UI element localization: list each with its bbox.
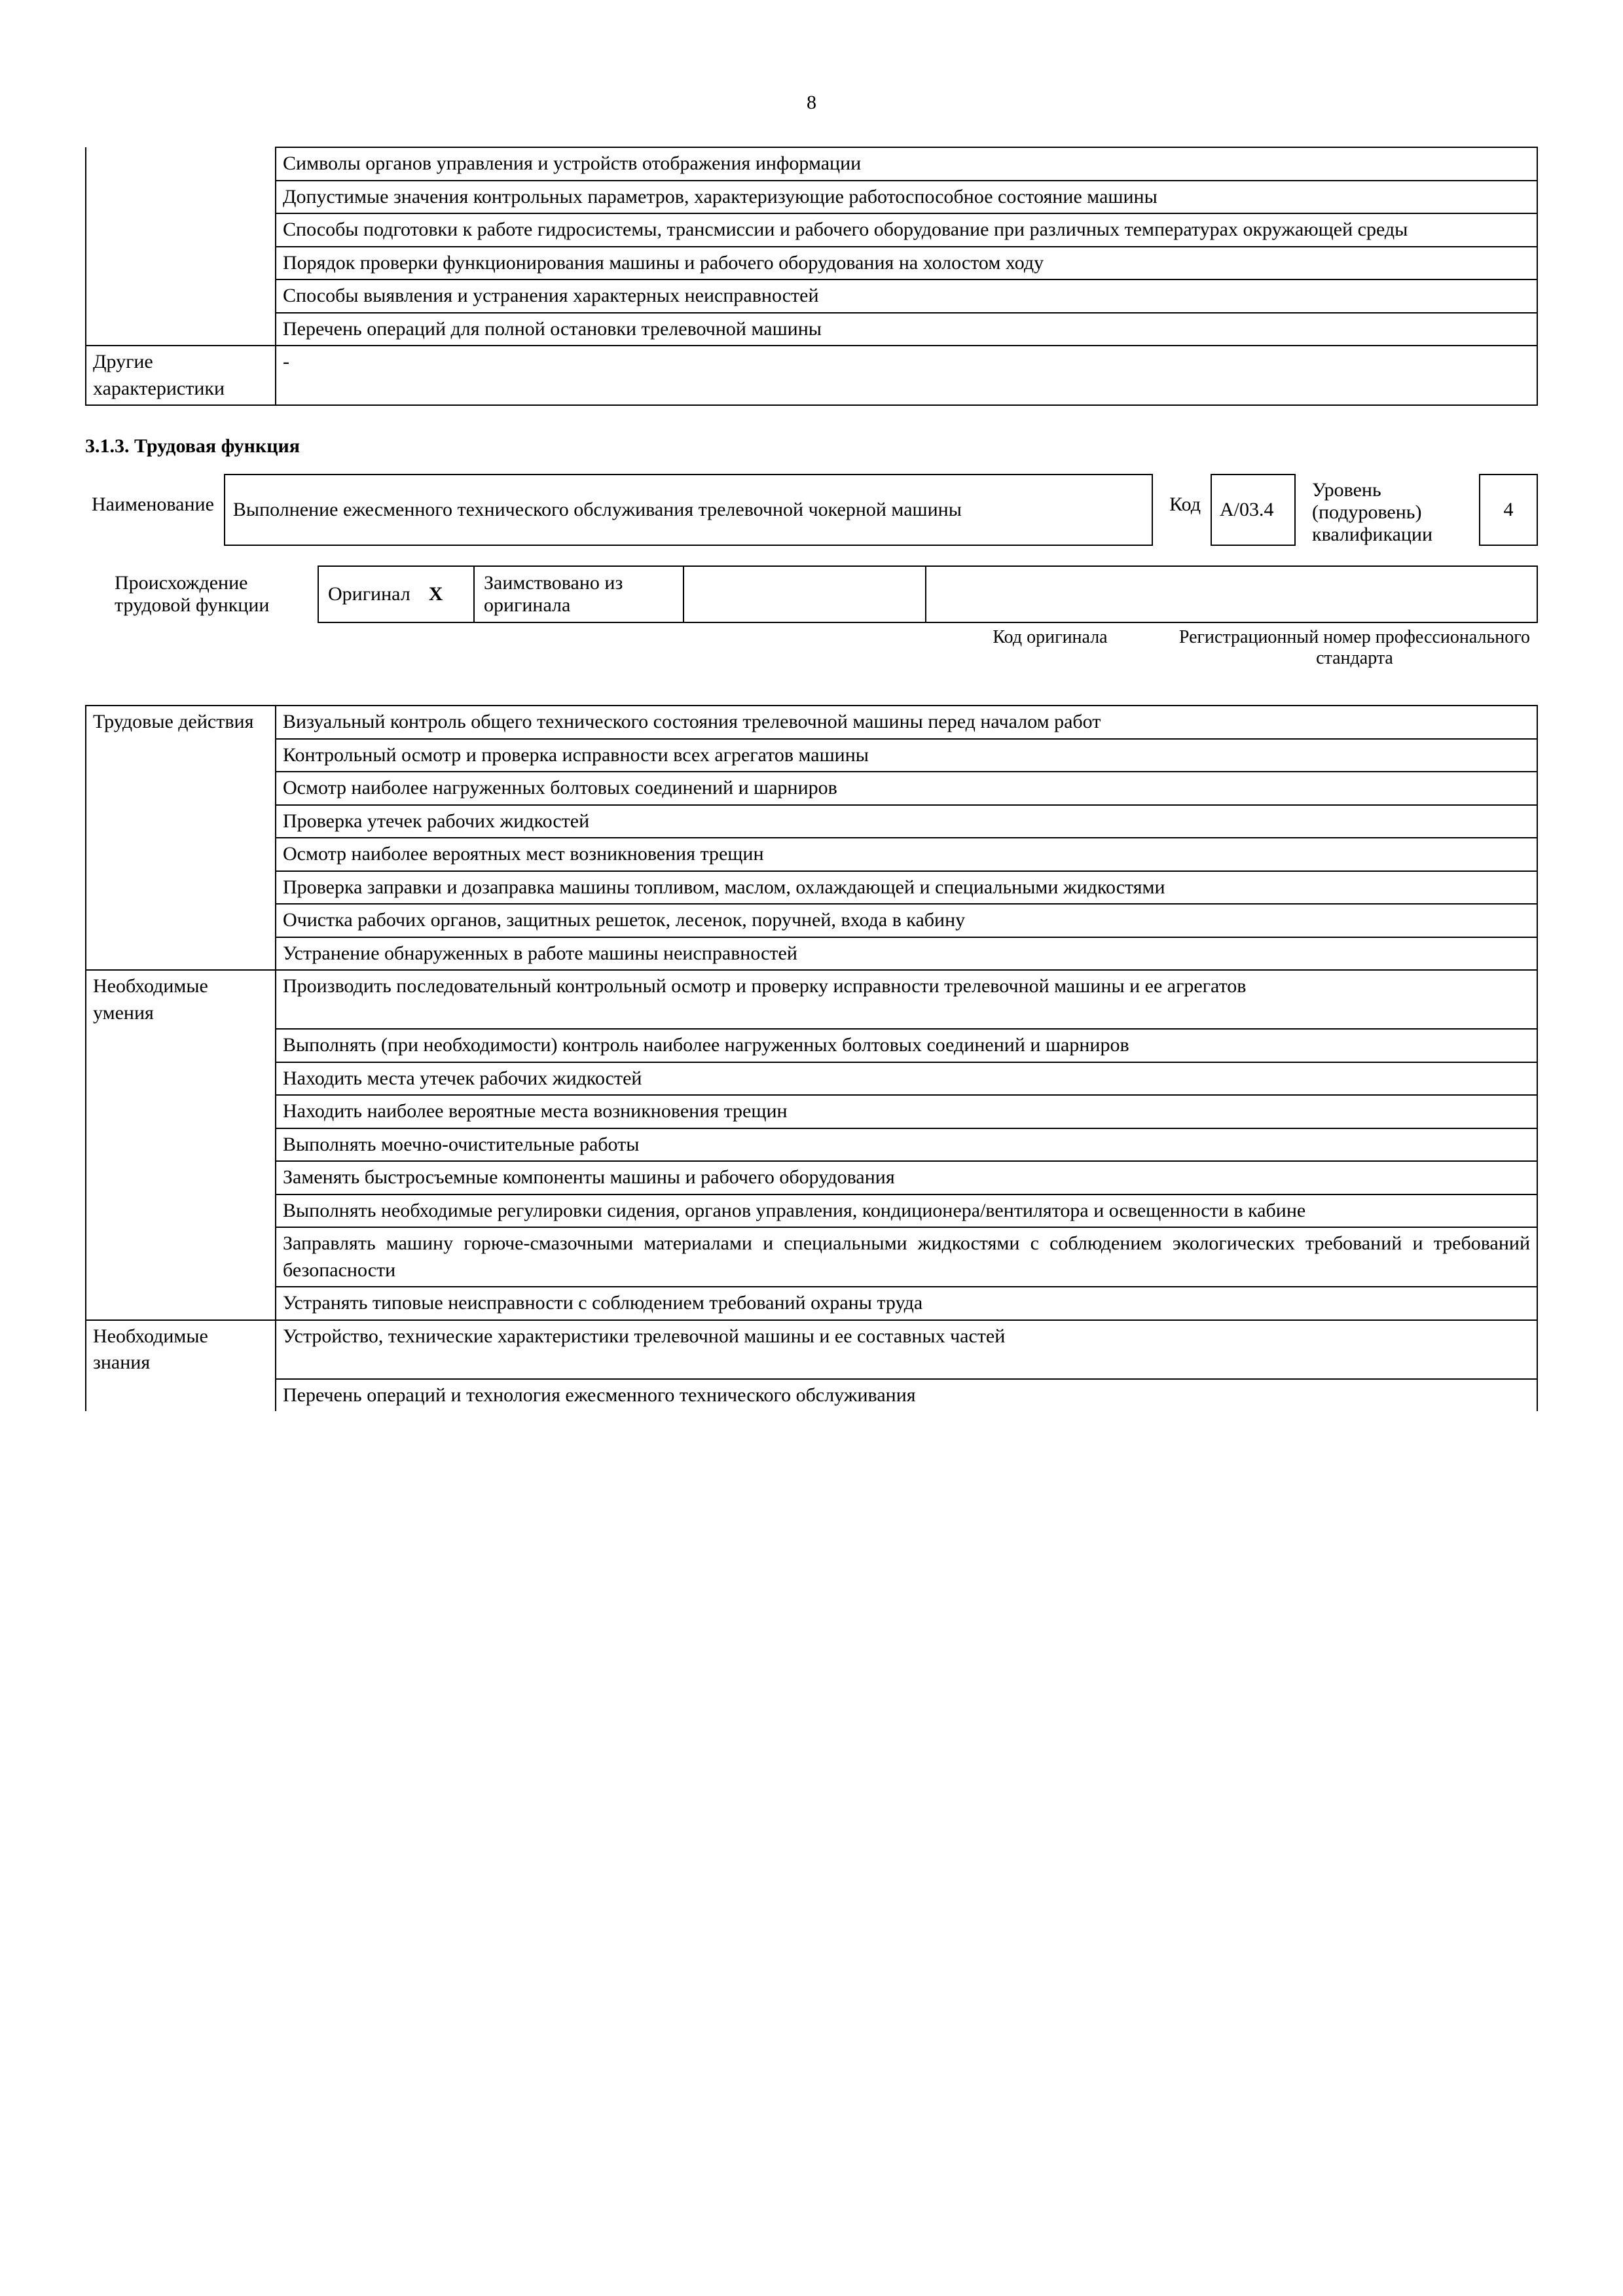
borrowed-cell: Заимствовано из оригинала bbox=[475, 565, 684, 623]
top-row-text: Перечень операций для полной остановки т… bbox=[276, 313, 1537, 346]
top-left-blank bbox=[86, 213, 276, 247]
top-row-text: Допустимые значения контрольных параметр… bbox=[276, 181, 1537, 214]
section-label-cell bbox=[86, 805, 276, 838]
section-label-cell bbox=[86, 1379, 276, 1412]
section-label-cell bbox=[86, 871, 276, 905]
top-left-blank bbox=[86, 279, 276, 313]
section-label-cell bbox=[86, 739, 276, 772]
section-label-cell bbox=[86, 1227, 276, 1287]
section-label-cell bbox=[86, 1062, 276, 1096]
level-value: 4 bbox=[1504, 499, 1514, 521]
section-label-cell: Трудовые действия bbox=[86, 706, 276, 739]
table-row-text: Устранять типовые неисправности с соблюд… bbox=[276, 1287, 1537, 1320]
table-row-text: Очистка рабочих органов, защитных решето… bbox=[276, 904, 1537, 937]
function-header-row: Наименование Выполнение ежесменного техн… bbox=[85, 474, 1538, 546]
top-table: Символы органов управления и устройств о… bbox=[85, 147, 1538, 406]
table-row-text: Проверка заправки и дозаправка машины то… bbox=[276, 871, 1537, 905]
table-row-text: Визуальный контроль общего технического … bbox=[276, 706, 1537, 739]
section-label-cell bbox=[86, 904, 276, 937]
name-value-box: Выполнение ежесменного технического обсл… bbox=[224, 474, 1153, 546]
origin-reg-cell bbox=[926, 565, 1538, 623]
section-label-cell bbox=[86, 1161, 276, 1194]
caption-code: Код оригинала bbox=[929, 627, 1171, 669]
original-label: Оригинал bbox=[328, 583, 410, 605]
top-row-text: Способы выявления и устранения характерн… bbox=[276, 279, 1537, 313]
code-label: Код bbox=[1163, 474, 1201, 546]
section-label-cell bbox=[86, 1029, 276, 1062]
other-characteristics-value: - bbox=[276, 346, 1537, 405]
table-row-text: Устройство, технические характеристики т… bbox=[276, 1320, 1537, 1379]
table-row-text: Заменять быстросъемные компоненты машины… bbox=[276, 1161, 1537, 1194]
top-left-blank bbox=[86, 147, 276, 181]
table-row-text: Находить места утечек рабочих жидкостей bbox=[276, 1062, 1537, 1096]
level-value-box: 4 bbox=[1479, 474, 1538, 546]
top-left-blank bbox=[86, 247, 276, 280]
origin-row: Происхождение трудовой функции Оригинал … bbox=[115, 565, 1538, 623]
section-label-cell bbox=[86, 838, 276, 871]
table-row-text: Контрольный осмотр и проверка исправност… bbox=[276, 739, 1537, 772]
caption-reg: Регистрационный номер профессионального … bbox=[1171, 627, 1538, 669]
other-characteristics-label: Другие характеристики bbox=[86, 346, 276, 405]
section-label-cell bbox=[86, 1095, 276, 1128]
top-left-blank bbox=[86, 313, 276, 346]
borrowed-label: Заимствовано из оригинала bbox=[484, 572, 674, 617]
top-row-text: Порядок проверки функционирования машины… bbox=[276, 247, 1537, 280]
origin-label: Происхождение трудовой функции bbox=[115, 565, 318, 623]
main-table: Трудовые действияВизуальный контроль общ… bbox=[85, 705, 1538, 1411]
original-mark: X bbox=[429, 583, 443, 605]
page-number: 8 bbox=[85, 92, 1538, 114]
name-label: Наименование bbox=[85, 474, 214, 546]
table-row-text: Заправлять машину горюче-смазочными мате… bbox=[276, 1227, 1537, 1287]
code-value-box: A/03.4 bbox=[1211, 474, 1296, 546]
origin-code-cell bbox=[684, 565, 926, 623]
top-left-blank bbox=[86, 181, 276, 214]
table-row-text: Производить последовательный контрольный… bbox=[276, 970, 1537, 1029]
table-row-text: Устранение обнаруженных в работе машины … bbox=[276, 937, 1537, 971]
section-label-cell bbox=[86, 1128, 276, 1162]
table-row-text: Выполнять (при необходимости) контроль н… bbox=[276, 1029, 1537, 1062]
level-label: Уровень (подуровень) квалификации bbox=[1305, 474, 1469, 546]
section-heading: 3.1.3. Трудовая функция bbox=[85, 435, 1538, 457]
section-label-cell: Необходимые умения bbox=[86, 970, 276, 1029]
section-label-cell: Необходимые знания bbox=[86, 1320, 276, 1379]
code-value: A/03.4 bbox=[1220, 499, 1274, 521]
table-row-text: Осмотр наиболее нагруженных болтовых сое… bbox=[276, 772, 1537, 805]
table-row-text: Осмотр наиболее вероятных мест возникнов… bbox=[276, 838, 1537, 871]
table-row-text: Выполнять моечно-очистительные работы bbox=[276, 1128, 1537, 1162]
original-cell: Оригинал X bbox=[318, 565, 475, 623]
table-row-text: Проверка утечек рабочих жидкостей bbox=[276, 805, 1537, 838]
section-label-cell bbox=[86, 937, 276, 971]
section-label-cell bbox=[86, 1287, 276, 1320]
name-value: Выполнение ежесменного технического обсл… bbox=[233, 499, 962, 521]
table-row-text: Находить наиболее вероятные места возник… bbox=[276, 1095, 1537, 1128]
table-row-text: Перечень операций и технология ежесменно… bbox=[276, 1379, 1537, 1412]
section-label-cell bbox=[86, 1194, 276, 1228]
table-row-text: Выполнять необходимые регулировки сидени… bbox=[276, 1194, 1537, 1228]
top-row-text: Способы подготовки к работе гидросистемы… bbox=[276, 213, 1537, 247]
top-row-text: Символы органов управления и устройств о… bbox=[276, 147, 1537, 181]
section-label-cell bbox=[86, 772, 276, 805]
caption-row: Код оригинала Регистрационный номер проф… bbox=[85, 627, 1538, 669]
